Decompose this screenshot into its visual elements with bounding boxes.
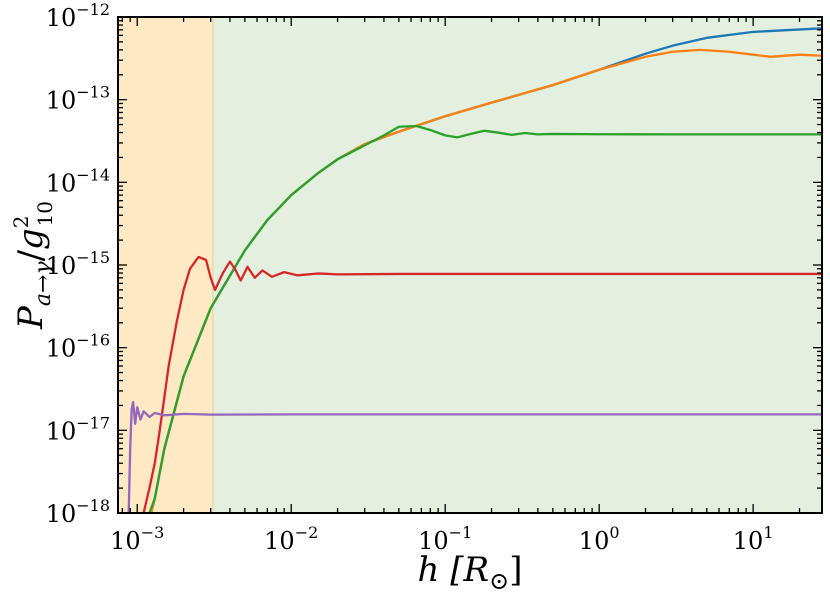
region-0 (118, 17, 213, 513)
x-tick-label: 101 (733, 523, 774, 555)
x-tick-label: 10−1 (418, 523, 472, 555)
plot-frame (117, 16, 823, 514)
y-tick-label: 10−18 (46, 496, 110, 528)
region-1 (212, 17, 823, 513)
data-series (127, 27, 822, 513)
y-tick-label: 10−14 (46, 165, 110, 197)
series-line-4 (127, 400, 822, 513)
y-tick-label: 10−16 (46, 331, 110, 363)
y-tick-label: 10−13 (46, 83, 110, 115)
x-tick-label: 100 (579, 523, 620, 555)
y-axis-title: Pa→γ/g210 (9, 201, 57, 330)
x-tick-label: 10−2 (264, 523, 318, 555)
x-tick-labels: 10−3 10−2 10−1 100 101 (110, 523, 773, 555)
series-line-2 (148, 124, 822, 513)
x-axis-title: h [R⊙] (418, 550, 523, 595)
y-tick-label: 10−15 (46, 248, 110, 280)
shaded-regions (118, 17, 823, 513)
series-line-3 (142, 255, 822, 513)
y-tick-label: 10−17 (46, 413, 110, 445)
x-tick-label: 10−3 (110, 523, 164, 555)
y-tick-label: 10−12 (46, 0, 110, 32)
y-tick-labels: 10−12 10−13 10−14 10−15 10−16 10−17 10−18 (46, 0, 110, 528)
